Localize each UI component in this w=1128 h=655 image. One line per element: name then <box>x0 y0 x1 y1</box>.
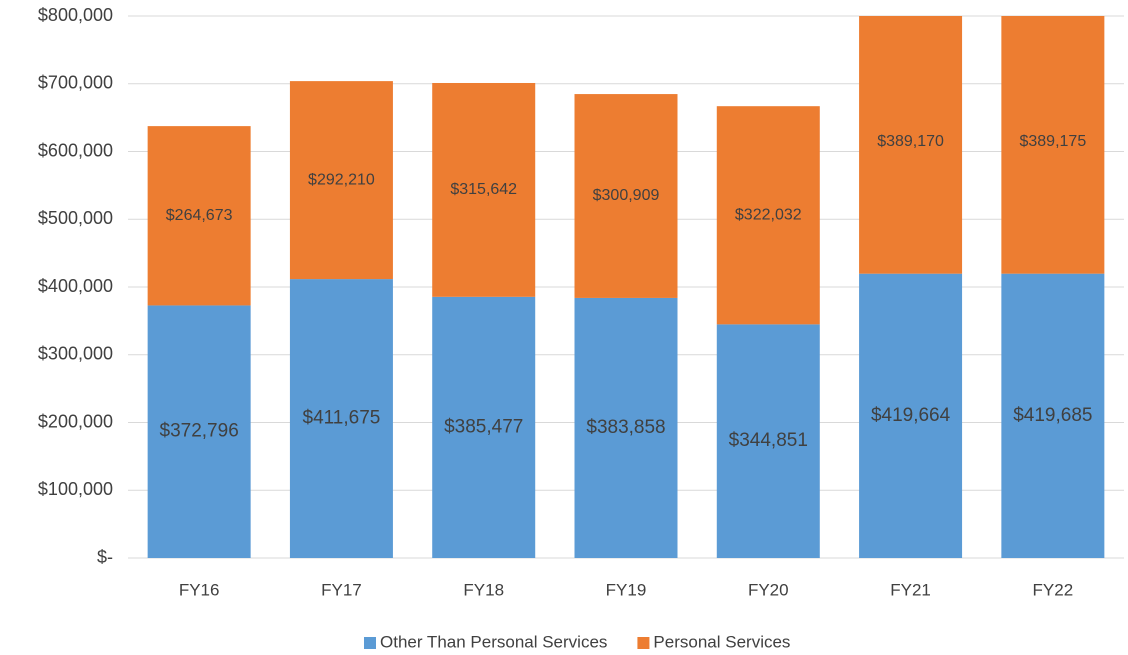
legend-swatch <box>364 637 376 649</box>
bar-segment <box>574 94 678 298</box>
data-label: $419,685 <box>1013 405 1092 426</box>
y-tick-label: $300,000 <box>38 344 113 364</box>
data-label: $389,175 <box>1019 133 1086 150</box>
data-label: $300,909 <box>593 187 660 204</box>
data-label: $389,170 <box>877 133 944 150</box>
x-tick-label: FY22 <box>1033 580 1074 599</box>
legend-label: Other Than Personal Services <box>380 632 607 651</box>
x-tick-label: FY19 <box>606 580 647 599</box>
bar-segment <box>147 126 251 306</box>
x-tick-label: FY21 <box>890 580 931 599</box>
legend-label: Personal Services <box>653 632 790 651</box>
bars <box>147 16 1105 558</box>
bar-segment <box>1001 273 1105 558</box>
data-label: $322,032 <box>735 206 802 223</box>
x-tick-label: FY18 <box>463 580 504 599</box>
bar-segment <box>574 297 678 558</box>
data-label: $411,675 <box>303 408 381 429</box>
y-tick-label: $200,000 <box>38 411 113 431</box>
x-tick-label: FY16 <box>179 580 220 599</box>
y-tick-label: $500,000 <box>38 208 113 228</box>
bar-segment <box>289 81 393 280</box>
bar-segment <box>289 279 393 558</box>
x-tick-label: FY20 <box>748 580 789 599</box>
bar-segment <box>859 16 963 274</box>
data-label: $315,642 <box>450 181 517 198</box>
bar-segment <box>147 305 251 558</box>
y-tick-label: $700,000 <box>38 73 113 93</box>
bar-segment <box>432 82 536 297</box>
data-label: $385,477 <box>444 416 523 437</box>
data-label: $292,210 <box>308 171 375 188</box>
data-label: $383,858 <box>586 417 665 438</box>
data-label: $344,851 <box>729 430 808 451</box>
data-label: $419,664 <box>871 405 951 426</box>
data-label: $372,796 <box>160 421 239 442</box>
bar-segment <box>716 324 820 558</box>
legend-swatch <box>637 637 650 649</box>
y-tick-label: $- <box>97 547 113 567</box>
x-tick-label: FY17 <box>321 580 362 599</box>
y-tick-label: $600,000 <box>38 140 113 160</box>
y-tick-label: $400,000 <box>38 276 113 296</box>
bar-segment <box>716 106 820 325</box>
bar-segment <box>1001 16 1105 274</box>
labels: $- $100,000 $200,000 $300,000 $400,000 $500,0… <box>38 5 1093 600</box>
y-tick-label: $800,000 <box>38 5 113 25</box>
data-label: $264,673 <box>166 207 233 224</box>
bar-segment <box>859 273 963 558</box>
y-tick-label: $100,000 <box>38 479 113 499</box>
bar-segment <box>432 296 536 558</box>
